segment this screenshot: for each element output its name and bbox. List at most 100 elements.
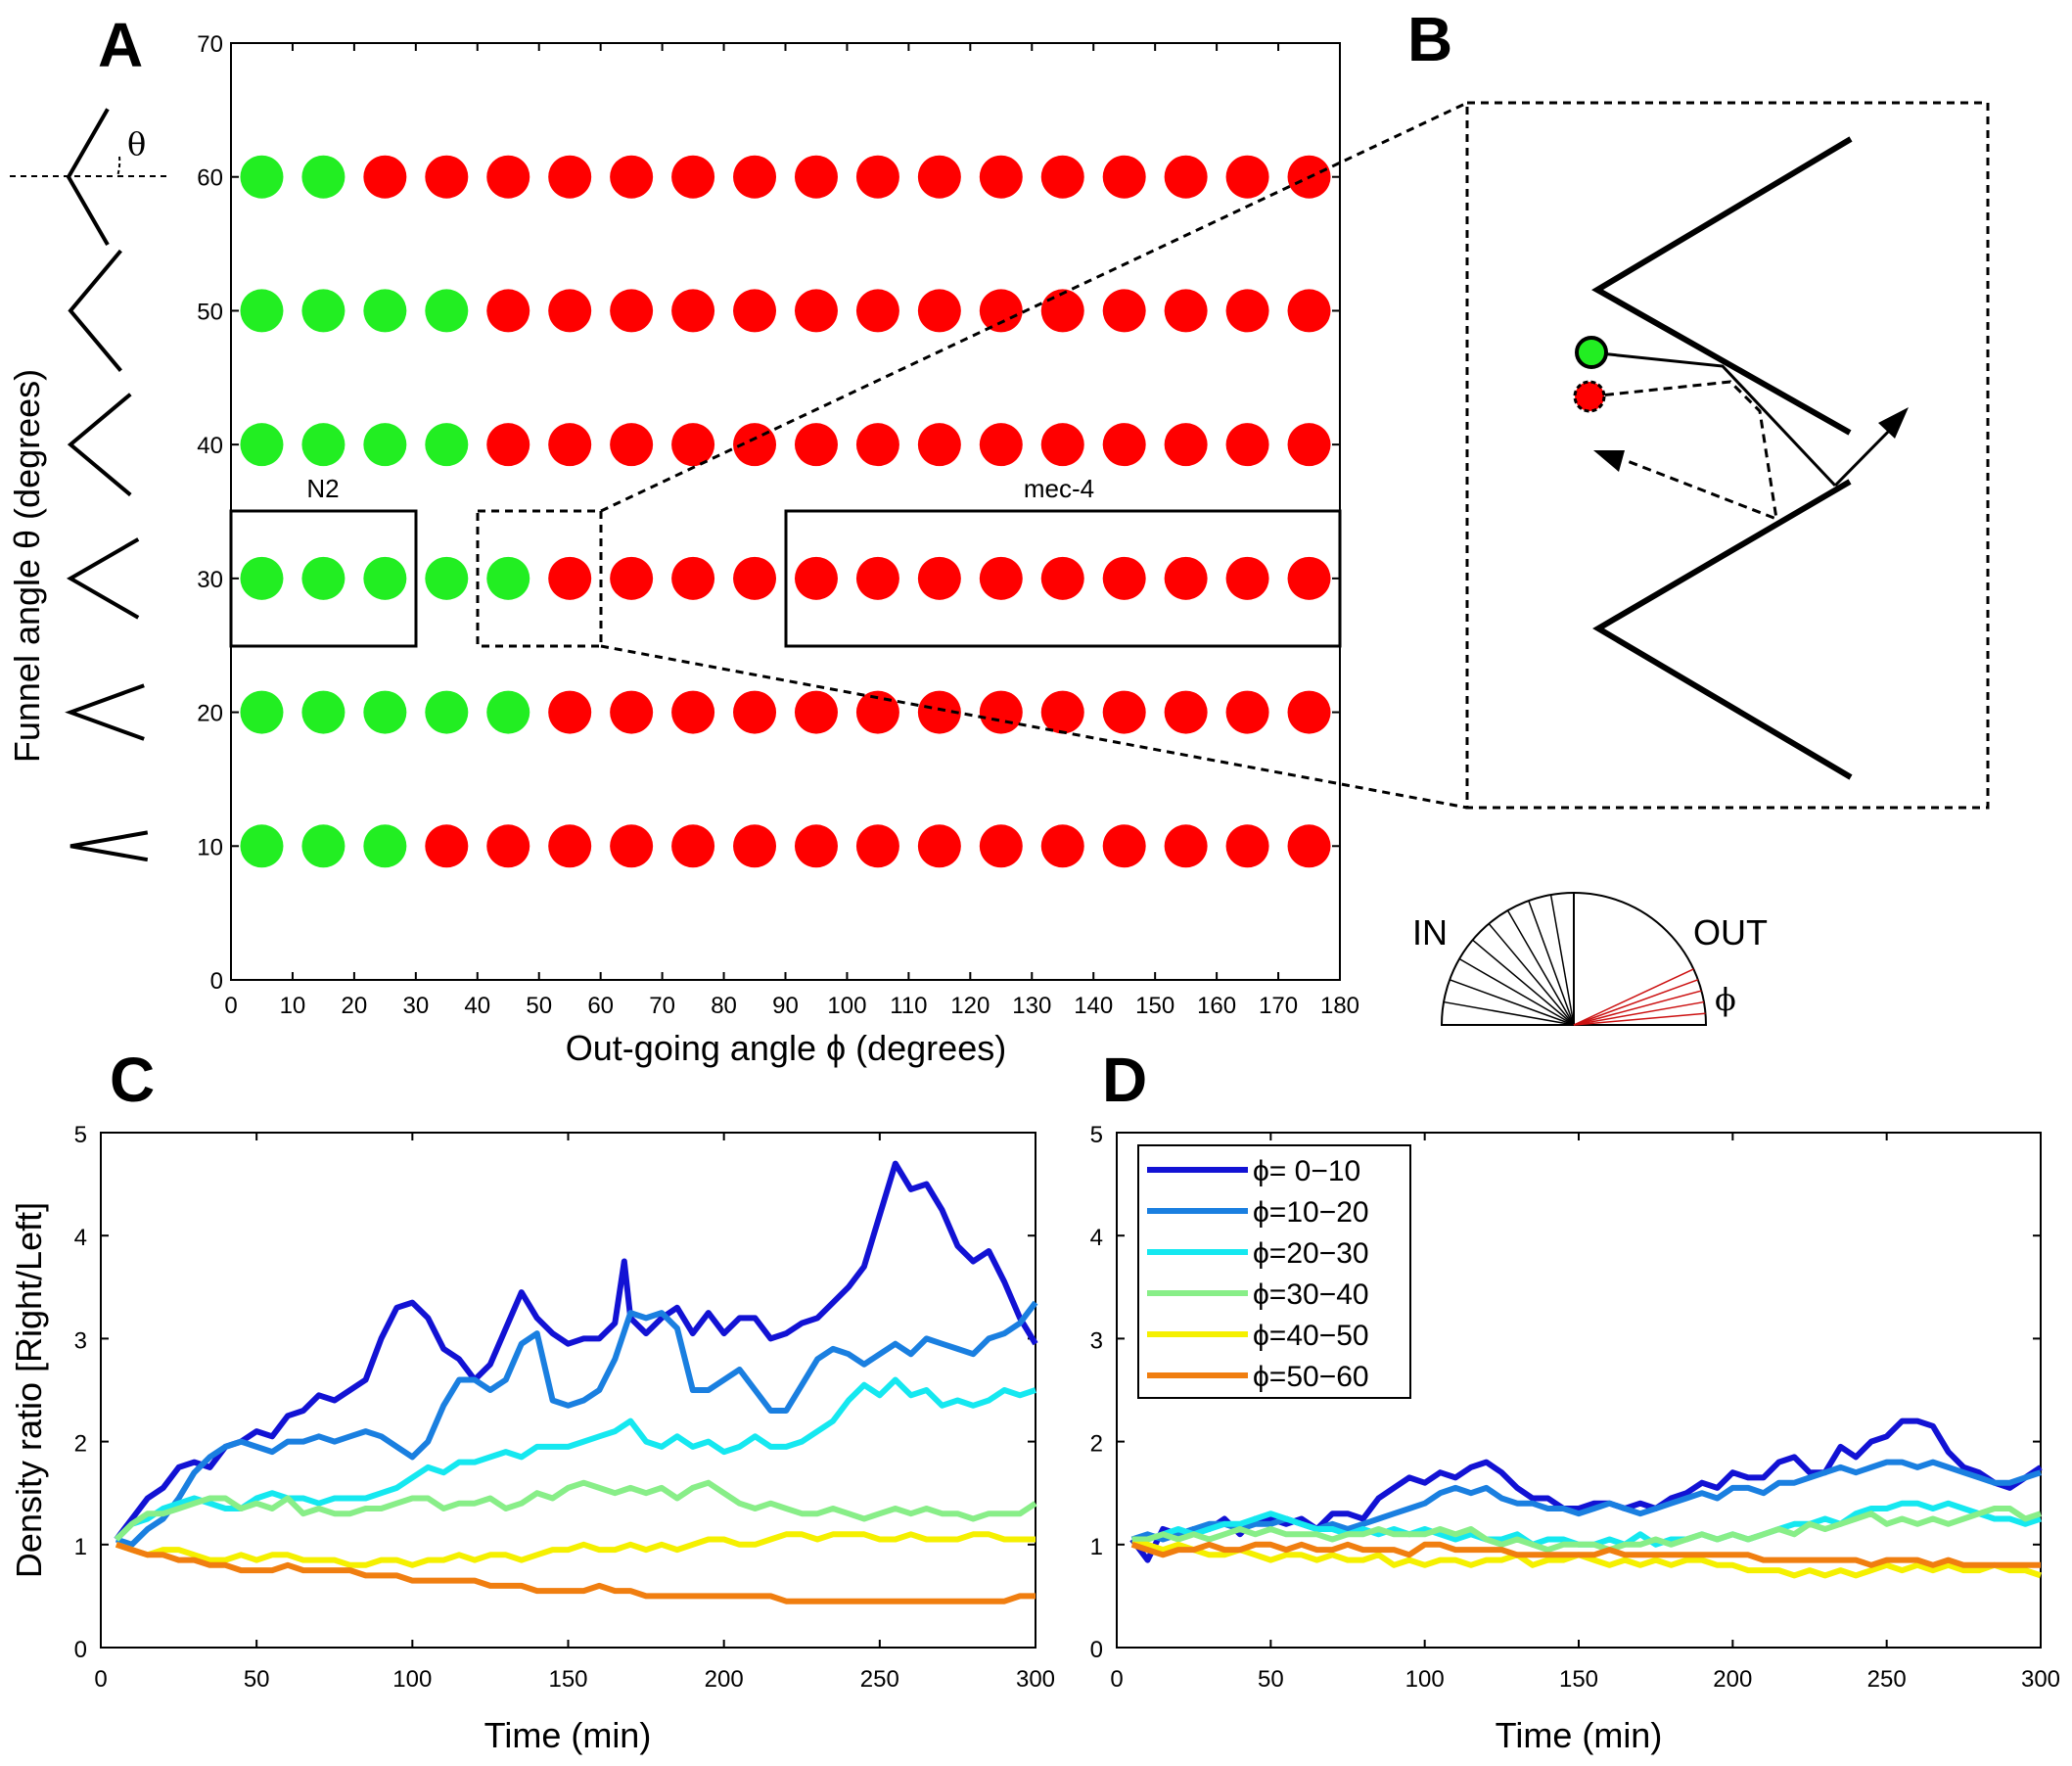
a-xtick-label: 160 (1197, 993, 1236, 1019)
data-point-success (301, 824, 345, 868)
n2-box (229, 509, 418, 648)
a-xtick-label: 80 (711, 993, 737, 1019)
data-point-failure (610, 690, 654, 734)
data-point-success (425, 690, 469, 734)
data-point-failure (794, 423, 838, 467)
data-point-failure (1287, 423, 1331, 467)
data-point-failure (1102, 289, 1146, 333)
funnel-wall-lower (1592, 479, 1853, 780)
data-point-failure (548, 556, 592, 600)
data-point-failure (1287, 824, 1331, 868)
data-point-failure (917, 556, 961, 600)
data-point-failure (979, 423, 1023, 467)
data-point-failure (979, 824, 1023, 868)
panel-b-diagram: IN OUT ϕ (1412, 101, 1990, 1026)
data-point-failure (1287, 289, 1331, 333)
data-point-failure (1164, 289, 1208, 333)
data-point-failure (1040, 155, 1084, 199)
data-point-failure (610, 289, 654, 333)
panel-c-ticks: 0 50 100 150 200 250 300 0 1 2 3 4 5 (74, 1122, 1055, 1693)
data-point-failure (548, 289, 592, 333)
data-point-success (240, 289, 284, 333)
data-point-failure (610, 423, 654, 467)
xtick-label: 0 (1110, 1666, 1123, 1693)
data-point-failure (671, 155, 715, 199)
data-point-success (240, 423, 284, 467)
a-ytick-label: 70 (197, 31, 223, 58)
xtick-label: 300 (2021, 1666, 2060, 1693)
panel-d-chart: 0 50 100 150 200 250 300 0 1 2 3 4 5 Time (min) ϕ= 0… (1090, 1122, 2060, 1755)
data-point-failure (486, 289, 530, 333)
a-xtick-label: 90 (772, 993, 799, 1019)
a-xtick-label: 0 (224, 993, 237, 1019)
data-point-failure (917, 824, 961, 868)
data-point-failure (1225, 556, 1269, 600)
ytick-label: 3 (74, 1327, 87, 1354)
data-point-failure (610, 155, 654, 199)
series-line (115, 1531, 1036, 1568)
data-point-failure (548, 690, 592, 734)
series-line (1130, 1541, 2041, 1568)
data-point-success (363, 824, 407, 868)
gauge-in-line (1488, 923, 1575, 1026)
series-line (115, 1300, 1038, 1548)
panel-label-c: C (110, 1045, 155, 1115)
data-point-failure (548, 423, 592, 467)
a-xtick-label: 70 (649, 993, 675, 1019)
angle-gauge: IN OUT ϕ (1412, 892, 1768, 1026)
panel-a-chart: 0 10 20 30 40 50 60 70 80 90 100 110 120 130 140 150 160… (7, 31, 1359, 1068)
data-point-success (363, 289, 407, 333)
outgoing-arrow-head (1878, 407, 1909, 439)
data-point-failure (979, 556, 1023, 600)
data-point-success (301, 556, 345, 600)
series-line (114, 1376, 1036, 1542)
xtick-label: 150 (1559, 1666, 1598, 1693)
xtick-label: 200 (1713, 1666, 1752, 1693)
gauge-out-line (1573, 968, 1694, 1026)
data-point-failure (1102, 690, 1146, 734)
panel-c-ylabel: Density ratio [Right/Left] (9, 1202, 49, 1578)
data-point-failure (671, 423, 715, 467)
gauge-out-label: OUT (1693, 912, 1768, 953)
xtick-label: 300 (1016, 1666, 1055, 1693)
data-point-success (240, 155, 284, 199)
data-point-failure (548, 155, 592, 199)
success-marker (1575, 336, 1608, 369)
data-point-success (363, 556, 407, 600)
gauge-in-line (1472, 939, 1575, 1026)
a-xtick-label: 140 (1074, 993, 1113, 1019)
legend-label: ϕ=40−50 (1253, 1320, 1369, 1352)
panel-label-a: A (98, 10, 143, 80)
data-point-failure (1225, 423, 1269, 467)
data-point-failure (671, 690, 715, 734)
a-xtick-label: 110 (890, 993, 927, 1019)
data-point-success (240, 824, 284, 868)
data-point-failure (979, 690, 1023, 734)
ytick-label: 2 (74, 1431, 87, 1458)
legend-label: ϕ=50−60 (1253, 1361, 1369, 1393)
gauge-in-line (1506, 909, 1575, 1026)
data-point-failure (1164, 690, 1208, 734)
data-point-success (363, 423, 407, 467)
legend-label: ϕ= 0−10 (1253, 1155, 1360, 1187)
data-point-failure (917, 289, 961, 333)
data-point-failure (855, 289, 899, 333)
panel-d-series (1129, 1417, 2043, 1579)
data-point-failure (855, 155, 899, 199)
legend-entries: ϕ= 0−10 ϕ=10−20 ϕ=20−30 ϕ=30−40 ϕ=40−50 ϕ=50−… (1147, 1155, 1369, 1393)
panel-d-ticks: 0 50 100 150 200 250 300 0 1 2 3 4 5 (1090, 1122, 2060, 1693)
a-xtick-label: 50 (526, 993, 552, 1019)
ytick-label: 0 (74, 1637, 87, 1663)
data-point-failure (425, 155, 469, 199)
data-point-success (425, 556, 469, 600)
gauge-in-line (1449, 979, 1575, 1026)
a-xtick-label: 130 (1012, 993, 1051, 1019)
failure-marker (1573, 380, 1606, 413)
ytick-label: 0 (1090, 1637, 1103, 1663)
panel-label-b: B (1407, 4, 1452, 74)
data-point-failure (855, 556, 899, 600)
data-point-failure (1225, 289, 1269, 333)
series-line (114, 1479, 1037, 1542)
ytick-label: 4 (1090, 1225, 1103, 1251)
